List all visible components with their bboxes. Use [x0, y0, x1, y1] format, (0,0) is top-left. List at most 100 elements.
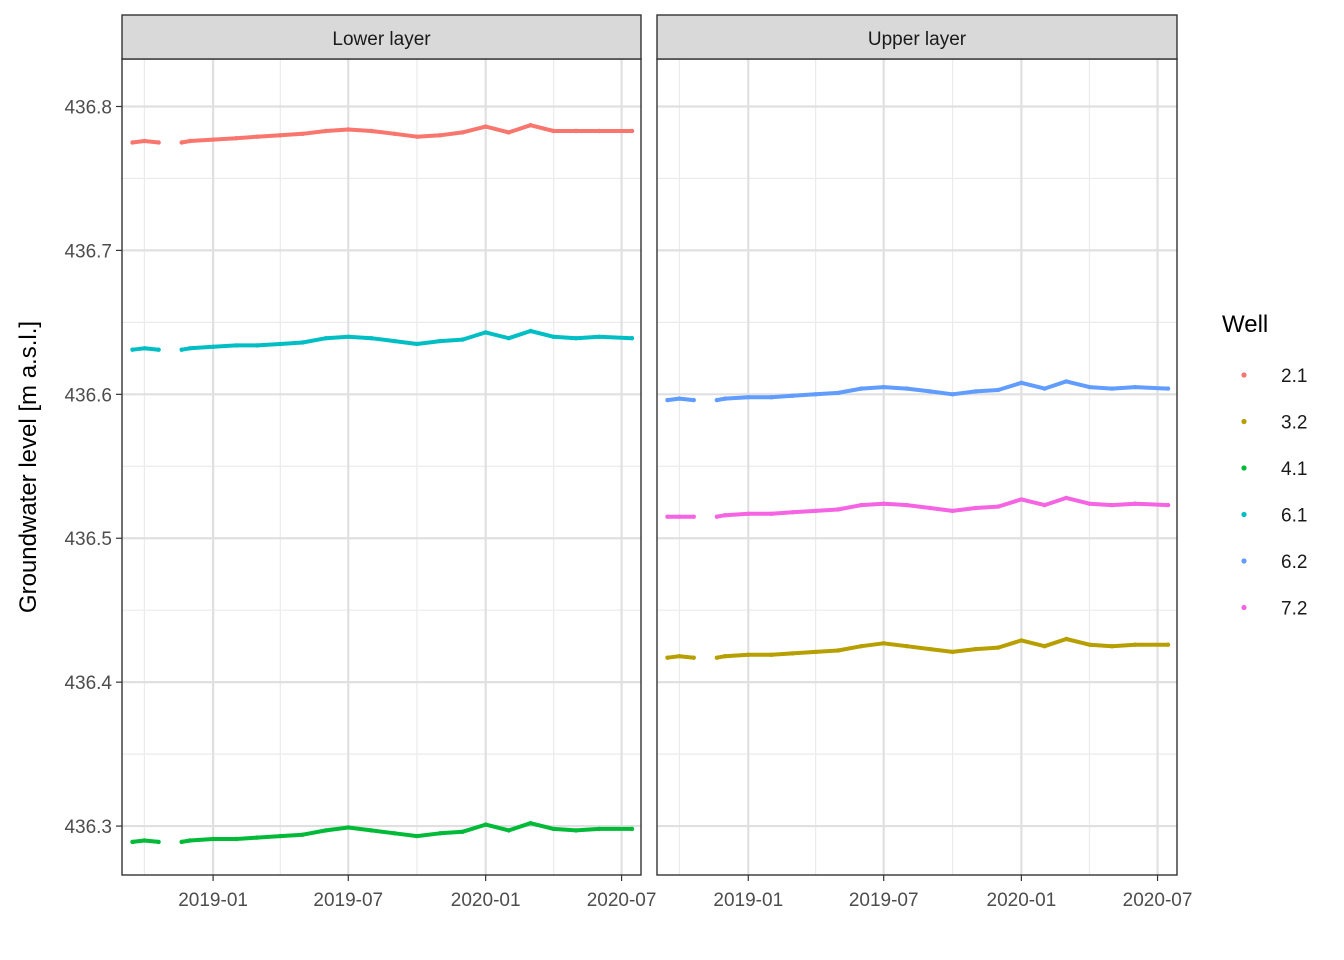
data-point — [392, 338, 397, 344]
data-point — [1087, 642, 1092, 647]
legend-key — [1241, 372, 1247, 378]
data-point — [746, 395, 751, 400]
data-point — [1165, 386, 1171, 391]
data-point — [142, 838, 147, 843]
data-point — [506, 828, 511, 833]
panel-background — [122, 59, 641, 875]
data-point — [904, 644, 910, 649]
data-point — [859, 644, 864, 649]
data-point — [187, 346, 193, 351]
y-tick-label: 436.5 — [64, 529, 112, 550]
x-tick-label: 2020-07 — [1123, 890, 1193, 911]
data-point — [156, 140, 161, 145]
x-tick-label: 2019-01 — [713, 890, 783, 911]
data-point — [1087, 501, 1092, 506]
data-point — [528, 123, 533, 128]
data-point — [714, 397, 720, 403]
data-point — [156, 839, 161, 845]
legend-key — [1241, 604, 1247, 611]
data-point — [179, 140, 184, 145]
data-point — [528, 821, 533, 826]
legend-entry: 4.1 — [1241, 459, 1307, 480]
data-point — [1132, 384, 1138, 390]
panel-1: Lower layer 2019-01 2019-07 2020-01 2020-07 4… — [64, 14, 656, 911]
data-point — [677, 654, 682, 659]
data-point — [904, 502, 910, 508]
y-tick-label: 436.4 — [64, 673, 112, 694]
data-point — [300, 131, 305, 136]
data-point — [950, 508, 955, 514]
data-point — [210, 344, 216, 349]
legend-label: 3.2 — [1281, 413, 1307, 434]
data-point — [234, 136, 239, 141]
data-point — [187, 838, 193, 843]
data-point — [665, 514, 670, 519]
data-point — [973, 646, 978, 652]
panel-2: Upper layer 2019-01 2019-07 2020-01 2020-07 — [656, 14, 1193, 911]
data-point — [255, 343, 260, 348]
data-point — [369, 128, 374, 134]
data-point — [691, 397, 696, 403]
data-point — [665, 397, 670, 403]
data-point — [437, 338, 443, 344]
strip-label: Upper layer — [868, 29, 967, 50]
data-point — [996, 504, 1001, 509]
data-point — [769, 511, 774, 516]
legend-title: Well — [1222, 311, 1268, 338]
legend-entries: 2.1 3.2 4.1 6.1 6.2 7.2 — [1241, 366, 1307, 620]
data-point — [927, 505, 933, 511]
data-point — [255, 134, 260, 139]
x-tick-label: 2019-07 — [313, 890, 383, 911]
data-point — [859, 502, 864, 508]
x-tick-label: 2019-01 — [178, 890, 248, 911]
data-point — [881, 384, 886, 390]
data-point — [483, 330, 488, 335]
data-point — [629, 128, 635, 134]
data-point — [414, 833, 420, 839]
data-point — [346, 127, 351, 132]
data-point — [323, 128, 329, 134]
data-point — [950, 649, 955, 655]
series-3-2 — [665, 636, 1171, 660]
data-point — [1019, 497, 1024, 502]
data-point — [437, 831, 443, 836]
data-point — [1064, 636, 1069, 642]
legend-key — [1241, 558, 1247, 564]
data-point — [1109, 502, 1115, 508]
data-point — [714, 514, 720, 519]
data-point — [597, 128, 602, 134]
data-point — [1042, 386, 1047, 391]
data-point — [629, 826, 635, 832]
data-point — [551, 128, 556, 134]
data-point — [714, 655, 720, 660]
data-point — [691, 514, 696, 519]
strip-background — [121, 14, 642, 60]
data-point — [179, 347, 184, 352]
x-tick-label: 2020-01 — [987, 890, 1057, 911]
data-point — [835, 507, 841, 512]
data-point — [142, 138, 147, 144]
legend-label: 7.2 — [1281, 599, 1307, 620]
data-point — [722, 513, 728, 518]
legend-entry: 3.2 — [1241, 413, 1307, 434]
data-point — [483, 124, 488, 129]
legend-label: 6.1 — [1281, 506, 1307, 527]
data-point — [597, 826, 602, 832]
data-point — [392, 831, 397, 836]
data-point — [460, 337, 465, 342]
data-point — [722, 654, 728, 659]
data-point — [506, 130, 511, 135]
data-point — [460, 130, 465, 135]
data-point — [573, 336, 579, 341]
y-axis-title: Groundwater level [m a.s.l.] — [15, 321, 42, 613]
data-point — [769, 652, 774, 657]
data-point — [573, 828, 579, 833]
data-point — [437, 133, 443, 138]
data-point — [597, 334, 602, 339]
data-point — [323, 828, 329, 833]
legend-entry: 2.1 — [1241, 366, 1307, 387]
data-point — [790, 393, 795, 398]
data-point — [950, 392, 955, 397]
data-point — [573, 128, 579, 134]
data-point — [187, 138, 193, 144]
